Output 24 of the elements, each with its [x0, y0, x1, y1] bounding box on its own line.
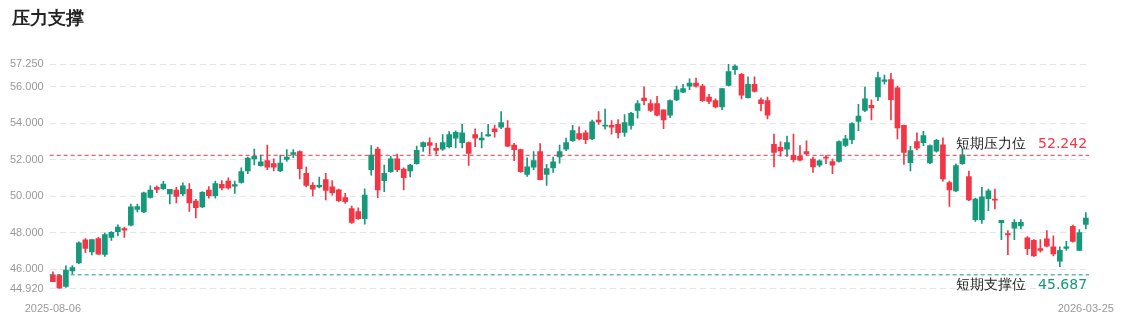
candlestick: [602, 108, 608, 130]
y-tick-label: 50.000: [9, 189, 44, 202]
y-tick-label: 52.000: [9, 152, 44, 165]
candlestick: [231, 180, 238, 194]
y-tick-label: 48.000: [9, 225, 44, 238]
candlestick: [641, 86, 647, 106]
ref-line-label: 短期压力位: [956, 134, 1027, 151]
ref-line-label: 短期支撑位: [956, 276, 1027, 293]
x-tick-label: 2025-08-06: [24, 302, 82, 315]
x-tick-label: 2026-03-25: [1057, 302, 1114, 315]
annotation: 52.242: [1038, 134, 1088, 151]
candlestick: [485, 124, 491, 137]
candlestick: [472, 128, 478, 148]
y-tick-label: 46.000: [9, 262, 44, 275]
y-tick-label: 54.000: [9, 116, 44, 129]
y-tick-label: 44.920: [9, 281, 44, 294]
chart-title: 压力支撑: [12, 6, 84, 30]
candlestick: [992, 188, 998, 210]
y-tick-label: 56.000: [9, 79, 44, 92]
candlestick: [283, 149, 290, 162]
annotation: 45.687: [1038, 276, 1088, 293]
candlestick: [1005, 230, 1011, 256]
candlestick: [316, 176, 323, 189]
y-tick-label: 57.250: [9, 57, 44, 70]
